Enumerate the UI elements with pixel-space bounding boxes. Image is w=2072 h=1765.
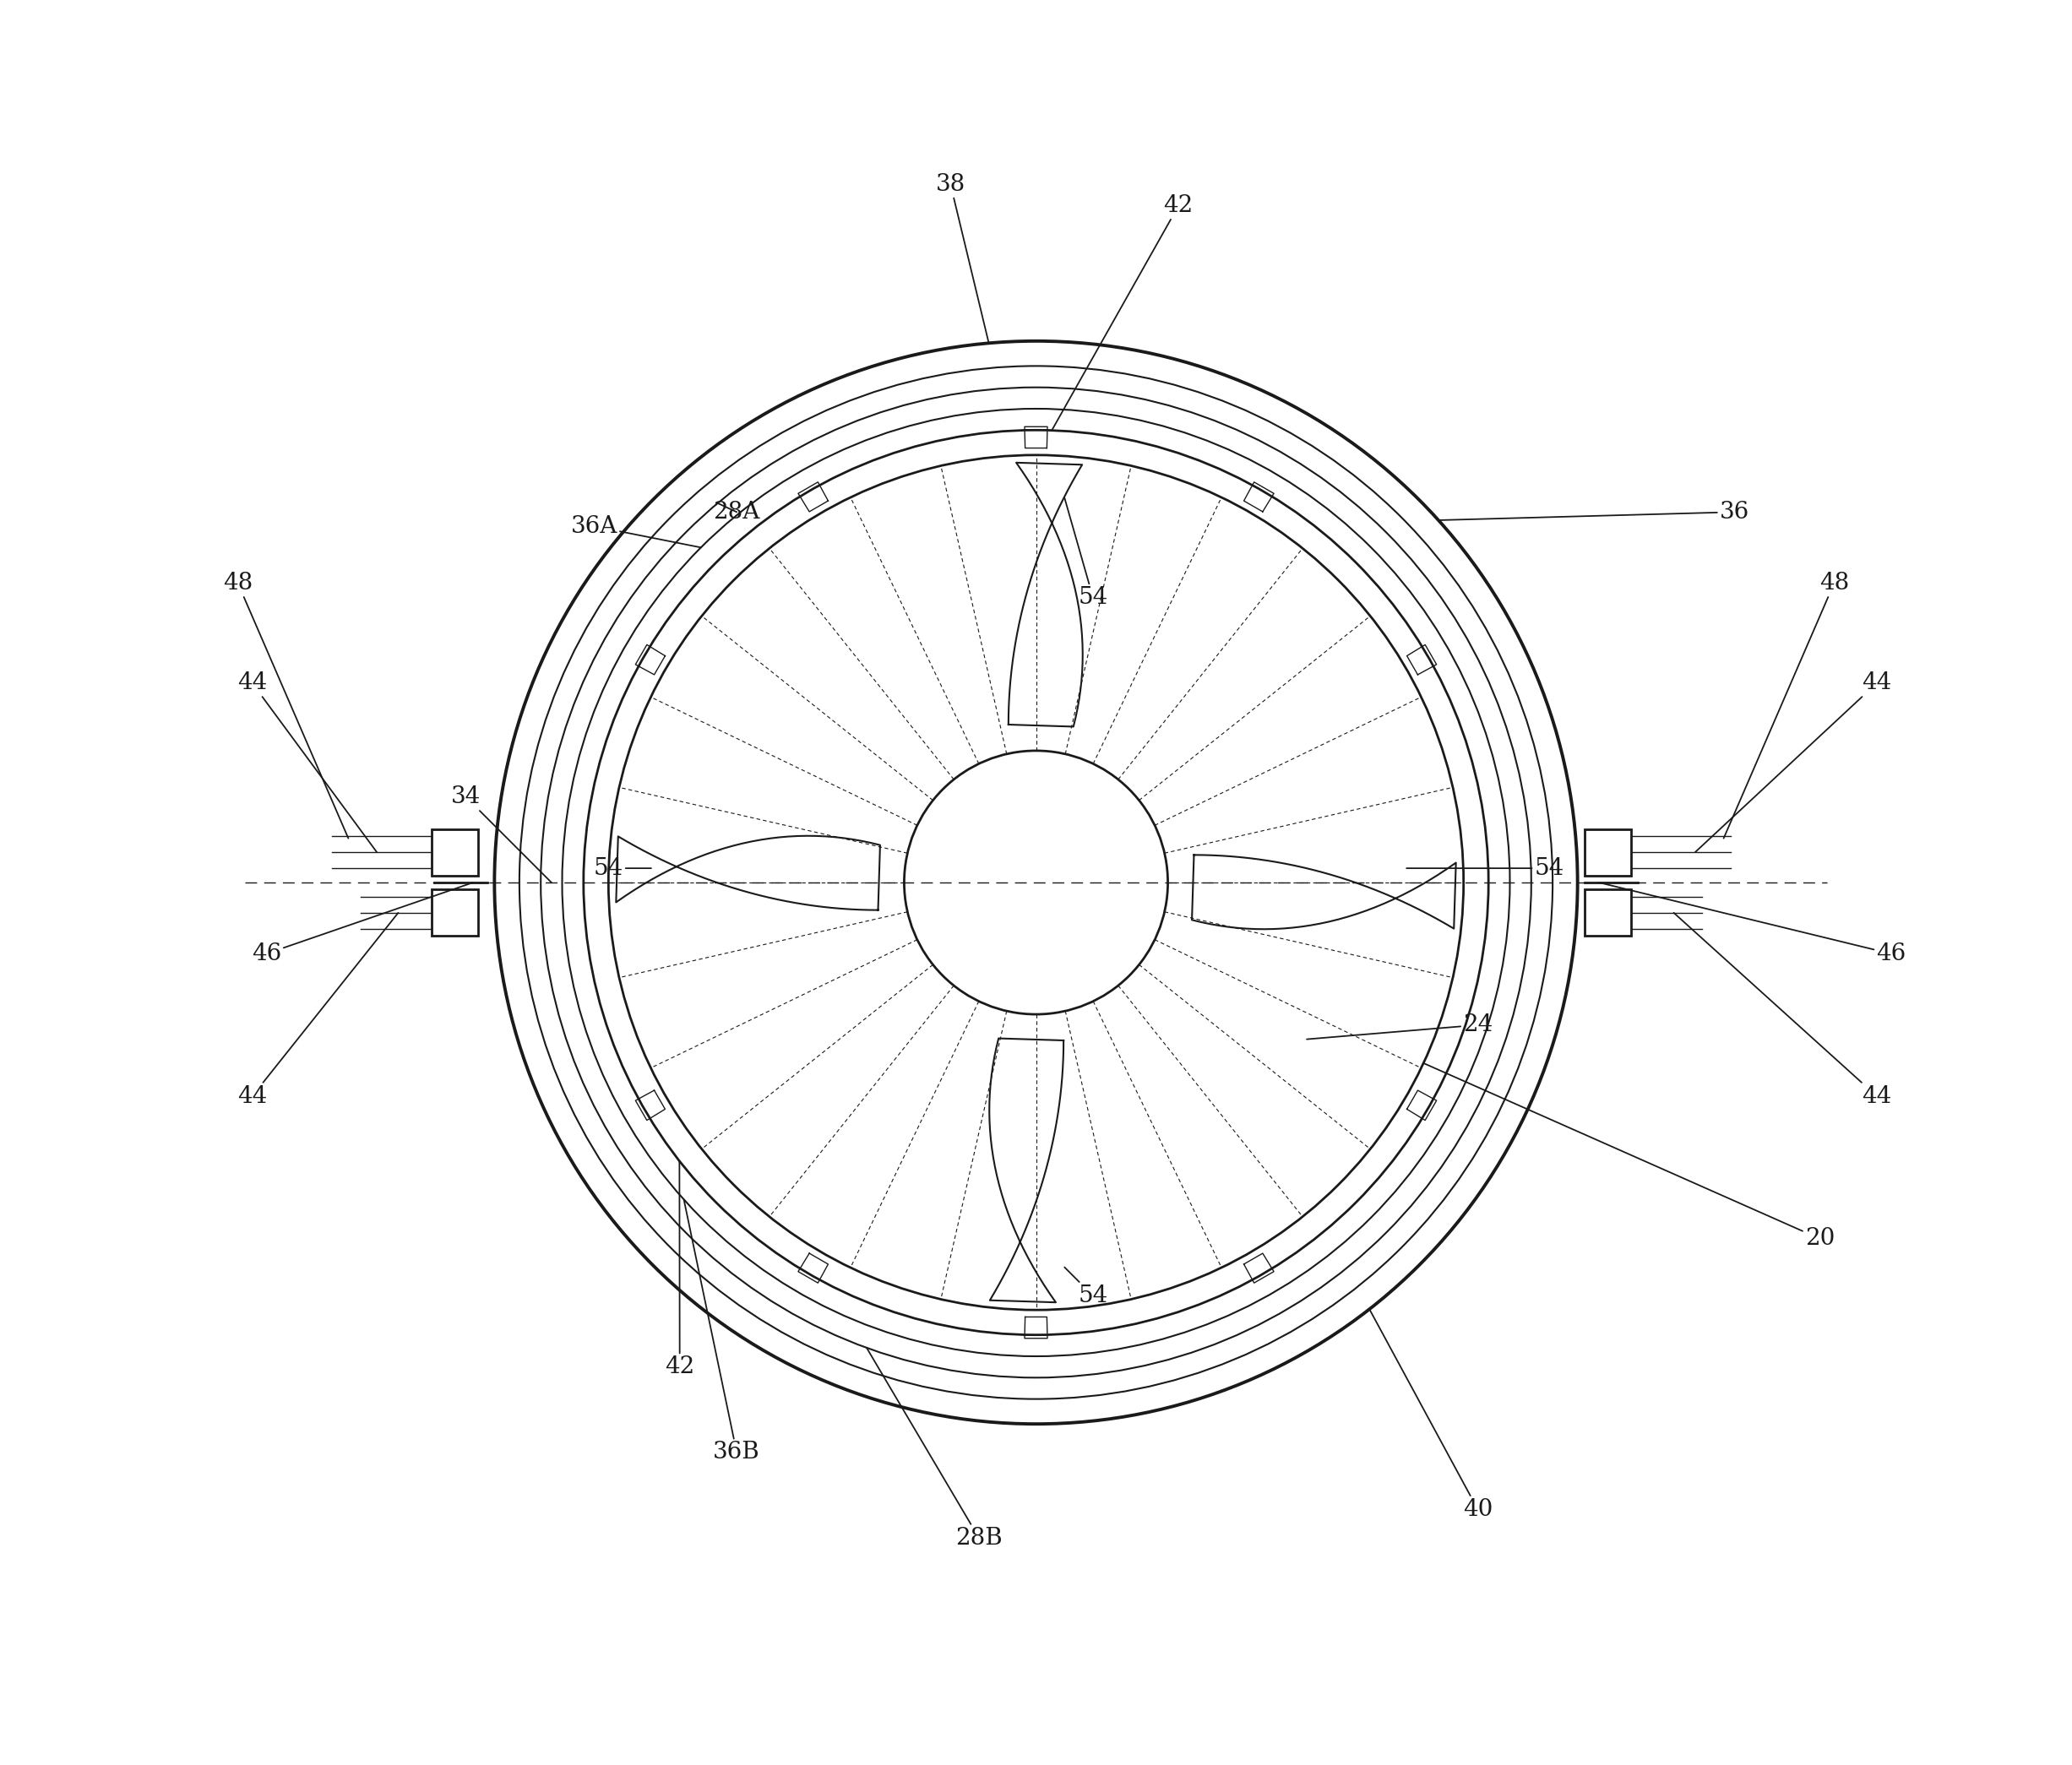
Text: 34: 34 <box>452 785 551 882</box>
Bar <box>1585 830 1631 875</box>
Text: 36: 36 <box>1438 501 1749 524</box>
Text: 28B: 28B <box>866 1348 1003 1550</box>
Text: 54: 54 <box>593 856 651 879</box>
Text: 46: 46 <box>1600 882 1906 965</box>
Bar <box>1585 890 1631 935</box>
Text: 44: 44 <box>1695 672 1892 852</box>
Text: 24: 24 <box>1307 1013 1492 1040</box>
Text: 20: 20 <box>1423 1063 1836 1250</box>
Text: 54: 54 <box>1065 498 1109 609</box>
Bar <box>431 890 479 935</box>
Text: 48: 48 <box>1724 572 1848 838</box>
Text: 38: 38 <box>937 173 988 342</box>
Text: 54: 54 <box>1407 856 1564 879</box>
Text: 44: 44 <box>1674 913 1892 1108</box>
Text: 28A: 28A <box>713 501 760 524</box>
Text: 36A: 36A <box>570 515 700 547</box>
Text: 54: 54 <box>1065 1267 1109 1308</box>
Text: 46: 46 <box>251 882 472 965</box>
Text: 40: 40 <box>1370 1310 1492 1521</box>
Text: 42: 42 <box>665 1161 694 1378</box>
Text: 44: 44 <box>238 672 377 852</box>
Text: 48: 48 <box>224 572 348 838</box>
Text: 44: 44 <box>238 913 398 1108</box>
Text: 42: 42 <box>1053 194 1193 431</box>
Bar <box>431 830 479 875</box>
Text: 36B: 36B <box>684 1200 760 1463</box>
